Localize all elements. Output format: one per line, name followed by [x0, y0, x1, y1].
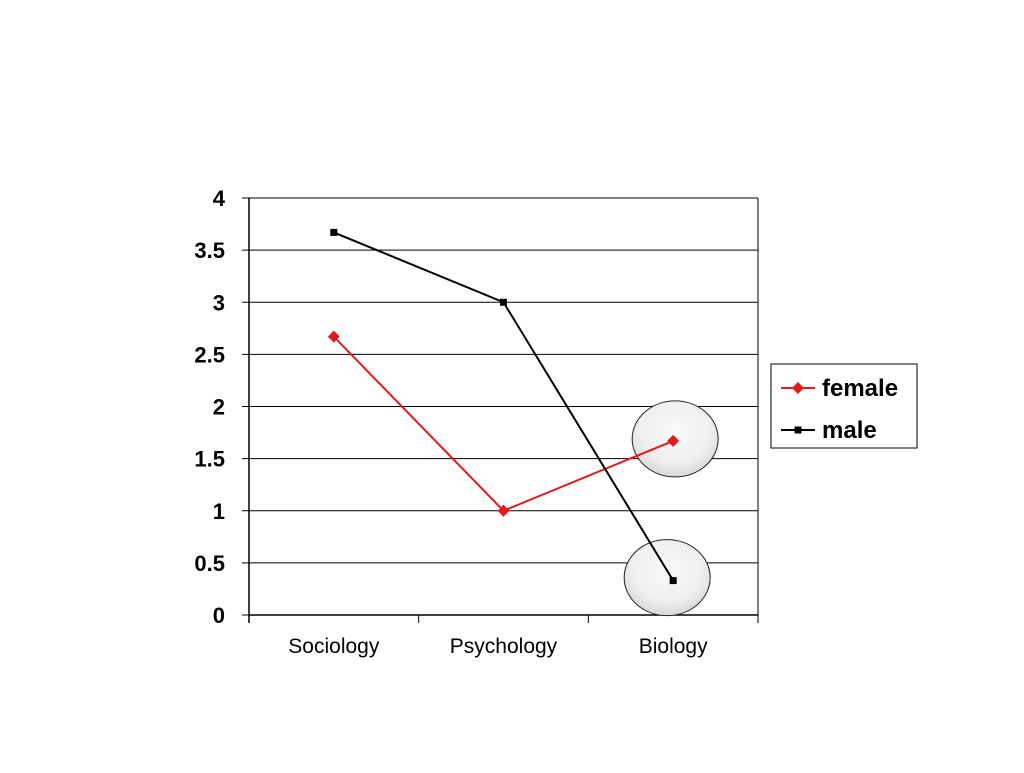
axes: 0 0.5 1 1.5 2 2.5 3 3.5 4 Sociology Psychology Biol…: [194, 186, 759, 658]
x-tick-label-2: Biology: [639, 635, 708, 658]
legend-label-female: female: [822, 375, 898, 402]
y-tick-label-4: 2: [213, 395, 225, 420]
point-female-psychology: [497, 504, 510, 517]
x-tick-label-0: Sociology: [288, 635, 380, 658]
y-tick-label-2: 1: [213, 499, 225, 524]
series-lines: [327, 228, 680, 585]
legend-box: [770, 363, 918, 449]
y-tick-label-6: 3: [213, 290, 225, 315]
series-line-female: [333, 335, 674, 512]
point-male-biology: [669, 577, 677, 585]
point-male-psychology: [500, 298, 507, 306]
legend-marker-male: [794, 426, 802, 434]
legend: female male: [770, 363, 918, 449]
highlight-circle-male: [623, 539, 711, 617]
point-female-sociology: [327, 330, 340, 343]
point-male-sociology: [330, 228, 338, 236]
y-tick-label-8: 4: [213, 186, 226, 211]
x-tick-label-1: Psychology: [450, 635, 558, 658]
y-tick-label-1: 0.5: [194, 551, 225, 576]
y-tick-label-0: 0: [213, 603, 225, 628]
legend-marker-female: [792, 382, 804, 394]
y-tick-label-3: 1.5: [194, 447, 225, 472]
y-tick-label-7: 3.5: [194, 238, 225, 263]
legend-label-male: male: [822, 417, 877, 444]
point-female-biology: [667, 434, 680, 447]
y-tick-label-5: 2.5: [194, 342, 225, 367]
